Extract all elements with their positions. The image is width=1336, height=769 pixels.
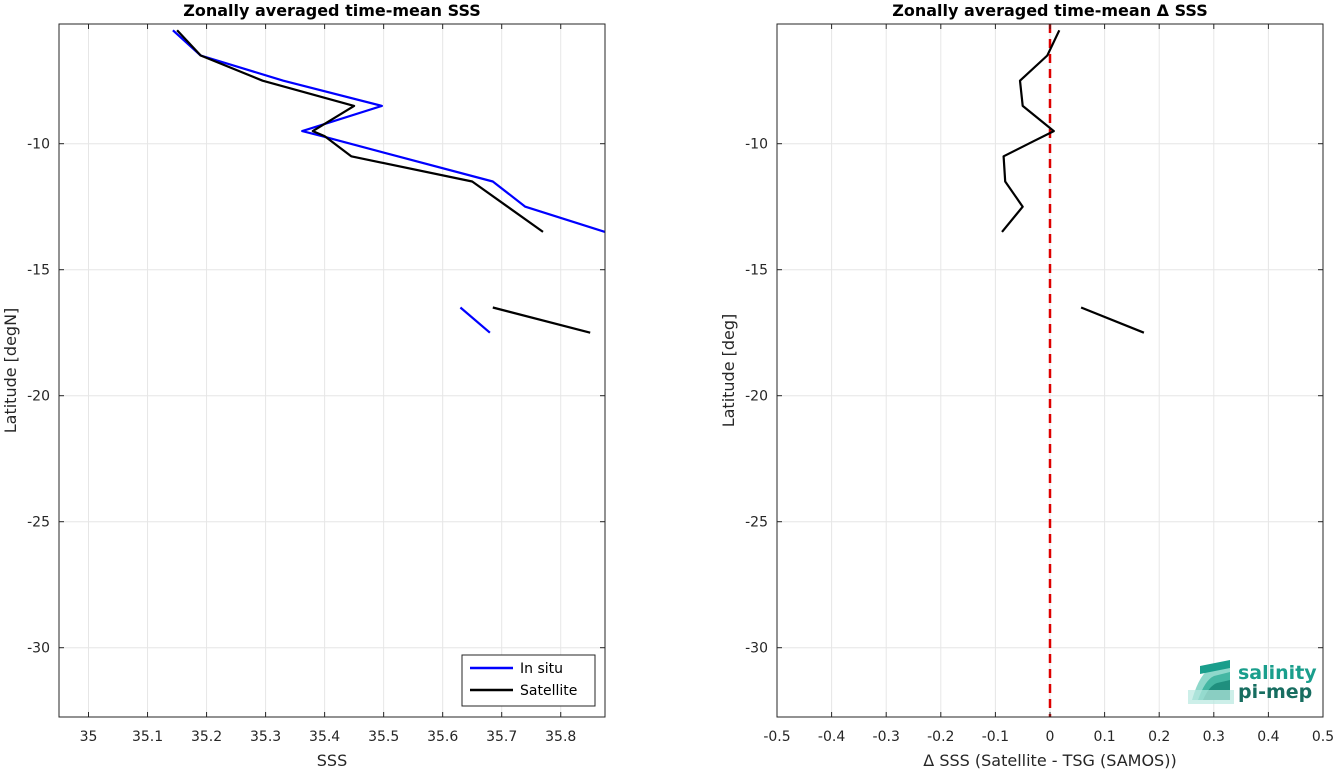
legend-entry-satellite: Satellite [520, 683, 577, 699]
y-tick-label: -30 [745, 641, 768, 657]
x-tick-label: 0.4 [1257, 729, 1279, 745]
x-tick-label: -0.2 [927, 729, 954, 745]
x-axis-label: Δ SSS (Satellite - TSG (SAMOS)) [923, 751, 1176, 769]
y-tick-label: -25 [27, 515, 50, 531]
y-axis-label: Latitude [degN] [1, 308, 20, 434]
x-axis-label: SSS [317, 751, 347, 769]
salinity-pi-mep-logo: salinity pi-mep [1188, 660, 1317, 704]
series-line-0 [1080, 306, 1145, 334]
x-tick-label: 35.8 [545, 729, 576, 745]
x-tick-label: 35 [80, 729, 98, 745]
chart-sss: 35 35.1 35.2 35.3 35.4 35.5 35.6 35.7 35.8 -10 -1… [1, 1, 606, 769]
x-tick-label: 35.5 [368, 729, 399, 745]
x-tick-label: 35.6 [427, 729, 458, 745]
y-tick-label: -20 [27, 389, 50, 405]
series-line-0 [459, 306, 491, 334]
x-tick-label: 0 [1046, 729, 1055, 745]
logo-text-pi-mep: pi-mep [1238, 681, 1312, 703]
x-tick-label: 0.2 [1148, 729, 1170, 745]
x-tick-label: 35.1 [132, 729, 163, 745]
series-line-1 [176, 29, 544, 233]
waves-icon [1188, 660, 1234, 704]
logo-text-salinity: salinity [1238, 662, 1317, 684]
y-tick-label: -25 [745, 515, 768, 531]
chart-title: Zonally averaged time-mean SSS [183, 1, 481, 20]
x-tick-label: -0.3 [873, 729, 900, 745]
legend-entry-in-situ: In situ [520, 661, 563, 677]
y-tick-label: -15 [27, 263, 50, 279]
chart-delta-sss: -0.5 -0.4 -0.3 -0.2 -0.1 0 0.1 0.2 0.3 0.4 0.5 -10… [719, 1, 1334, 769]
plot-frame [58, 23, 606, 718]
y-tick-label: -30 [27, 641, 50, 657]
x-tick-label: 0.3 [1203, 729, 1225, 745]
y-tick-label: -15 [745, 263, 768, 279]
y-tick-label: -10 [27, 137, 50, 153]
x-tick-label: -0.4 [818, 729, 845, 745]
x-tick-label: 0.5 [1312, 729, 1334, 745]
x-tick-label: 35.7 [486, 729, 517, 745]
x-tick-label: 35.3 [250, 729, 281, 745]
series-line-0 [1001, 29, 1061, 233]
x-tick-label: 35.2 [191, 729, 222, 745]
y-axis-label: Latitude [deg] [719, 314, 738, 428]
x-tick-label: -0.1 [982, 729, 1009, 745]
series-line-0 [172, 29, 606, 233]
y-tick-label: -20 [745, 389, 768, 405]
x-tick-label: 0.1 [1093, 729, 1115, 745]
series-line-1 [492, 306, 591, 334]
x-tick-label: -0.5 [763, 729, 790, 745]
chart-title: Zonally averaged time-mean Δ SSS [892, 1, 1208, 20]
x-tick-label: 35.4 [309, 729, 340, 745]
legend: In situ Satellite [461, 654, 596, 707]
y-tick-label: -10 [745, 137, 768, 153]
